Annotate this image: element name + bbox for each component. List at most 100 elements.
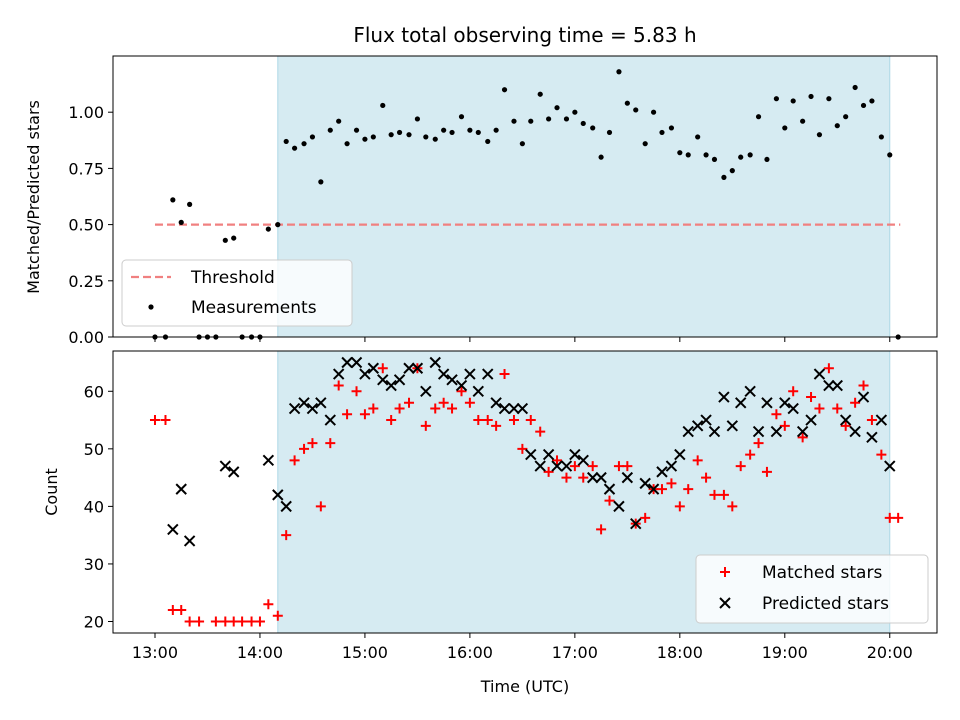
- measurement-point: [606, 129, 613, 136]
- matched-stars-point: [351, 386, 362, 397]
- matched-stars-point: [508, 415, 519, 426]
- y-tick-label: 1.00: [68, 103, 104, 122]
- measurement-point: [668, 125, 675, 131]
- predicted-stars-point: [455, 379, 468, 392]
- matched-stars-point: [569, 461, 580, 472]
- predicted-stars-point: [639, 477, 651, 490]
- predicted-stars-point: [726, 420, 739, 432]
- x-tick-label: 15:00: [342, 643, 388, 662]
- matched-stars-point: [823, 363, 834, 374]
- y-tick-label: 50: [84, 440, 104, 459]
- matched-stars-point: [701, 472, 712, 483]
- measurement-point: [362, 136, 368, 142]
- measurement-point: [869, 98, 875, 104]
- y-tick-label: 0.75: [68, 159, 104, 178]
- predicted-stars-point: [359, 368, 371, 380]
- predicted-stars-point: [560, 460, 573, 472]
- predicted-stars-point: [613, 500, 625, 513]
- measurement-point: [685, 152, 691, 158]
- matched-stars-point: [788, 386, 799, 397]
- predicted-stars-point: [857, 391, 870, 403]
- y-tick-label: 40: [84, 497, 104, 516]
- predicted-stars-point: [551, 460, 563, 472]
- measurement-point: [231, 235, 237, 241]
- measurement-point: [546, 116, 552, 122]
- matched-stars-point: [535, 426, 546, 437]
- matched-stars-point: [753, 438, 764, 449]
- measurement-point: [633, 107, 639, 113]
- matched-stars-point: [307, 438, 318, 449]
- measurement-point: [458, 114, 465, 120]
- matched-stars-point: [761, 466, 772, 477]
- predicted-stars-point: [377, 374, 389, 386]
- predicted-stars-point: [884, 460, 896, 472]
- measurement-point: [178, 219, 184, 225]
- matched-stars-point: [884, 512, 895, 523]
- matched-stars-point: [578, 472, 589, 483]
- matched-stars-point: [289, 455, 300, 466]
- predicted-stars-point: [508, 402, 520, 415]
- x-tick-label: 13:00: [132, 643, 178, 662]
- matched-stars-point: [149, 415, 160, 426]
- matched-stars-point: [683, 484, 694, 495]
- predicted-stars-point: [805, 414, 817, 426]
- measurement-point: [318, 179, 324, 185]
- predicted-stars-point: [420, 385, 432, 397]
- predicted-stars-point: [595, 471, 607, 484]
- legend-predicted-swatch: [719, 597, 731, 609]
- matched-stars-point: [176, 604, 187, 615]
- predicted-stars-point: [429, 356, 441, 369]
- matched-stars-point: [656, 484, 667, 495]
- measurement-point: [843, 114, 849, 120]
- measurement-point: [528, 118, 534, 124]
- predicted-stars-point: [849, 425, 861, 438]
- predicted-stars-point: [437, 368, 450, 380]
- predicted-stars-point: [472, 385, 484, 397]
- matched-stars-point: [438, 397, 449, 408]
- measurement-point: [642, 141, 648, 147]
- predicted-stars-point: [183, 535, 196, 547]
- measurement-point: [650, 109, 657, 115]
- predicted-stars-point: [621, 471, 634, 484]
- chart-title: Flux total observing time = 5.83 h: [353, 23, 696, 47]
- predicted-stars-point: [875, 414, 888, 426]
- matched-stars-point: [517, 443, 528, 454]
- predicted-stars-point: [813, 368, 826, 380]
- predicted-stars-point: [744, 385, 756, 397]
- predicted-stars-point: [752, 425, 765, 438]
- measurement-point: [816, 132, 823, 138]
- legend-predicted-label: Predicted stars: [762, 594, 889, 614]
- matched-stars-point: [525, 415, 536, 426]
- count-axes-frame: [112, 350, 938, 634]
- y-tick-label: 0.00: [68, 328, 104, 347]
- measurement-point: [475, 129, 481, 136]
- legend-measurements-label: Measurements: [191, 298, 317, 318]
- predicted-stars-point: [446, 374, 458, 386]
- measurement-point: [826, 96, 832, 102]
- matched-stars-point: [160, 415, 171, 426]
- predicted-stars-point: [490, 397, 502, 409]
- x-axis-label: Time (UTC): [480, 677, 569, 696]
- predicted-stars-point: [341, 356, 353, 369]
- predicted-stars-point: [586, 471, 599, 484]
- predicted-stars-point: [718, 391, 730, 403]
- measurement-point: [344, 141, 350, 147]
- measurement-point: [677, 150, 683, 156]
- predicted-stars-point: [324, 414, 336, 426]
- matched-stars-point: [482, 415, 493, 426]
- predicted-stars-point: [674, 448, 686, 461]
- measurement-point: [554, 105, 560, 111]
- matched-stars-point: [325, 438, 336, 449]
- predicted-stars-point: [516, 402, 529, 415]
- measurement-point: [283, 138, 289, 145]
- matched-stars-point: [342, 409, 353, 420]
- predicted-stars-point: [306, 402, 319, 415]
- predicted-stars-point: [411, 362, 424, 374]
- matched-stars-point: [281, 530, 292, 541]
- matched-stars-point: [420, 420, 431, 431]
- matched-stars-point: [184, 616, 195, 627]
- measurement-point: [275, 222, 281, 228]
- predicted-stars-point: [823, 379, 835, 392]
- measurement-point: [711, 156, 718, 163]
- predicted-stars-point: [262, 454, 275, 467]
